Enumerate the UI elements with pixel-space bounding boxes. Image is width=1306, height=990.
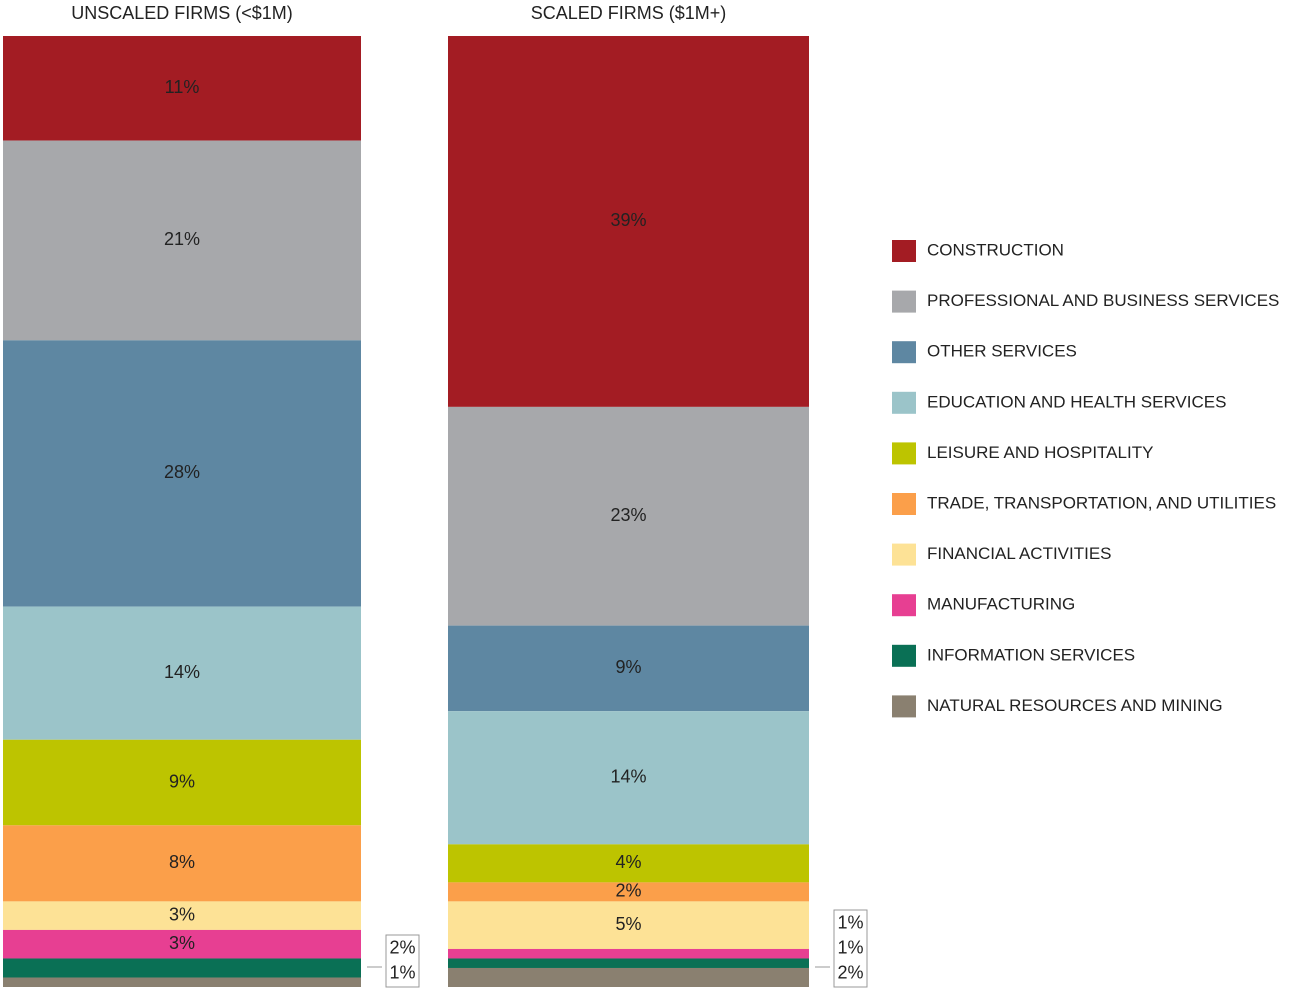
bar-segment bbox=[3, 901, 361, 930]
value-label: 28% bbox=[164, 462, 200, 482]
legend-label: NATURAL RESOURCES AND MINING bbox=[927, 696, 1223, 715]
bar-segment bbox=[3, 958, 361, 978]
bar-segment bbox=[448, 625, 809, 712]
legend-label: CONSTRUCTION bbox=[927, 240, 1064, 259]
value-label: 8% bbox=[169, 852, 195, 872]
value-label: 3% bbox=[169, 904, 195, 924]
legend-label: EDUCATION AND HEALTH SERVICES bbox=[927, 392, 1226, 411]
legend-label: FINANCIAL ACTIVITIES bbox=[927, 544, 1112, 563]
value-label: 9% bbox=[169, 771, 195, 791]
bar-segment bbox=[448, 948, 809, 959]
bar-segment bbox=[448, 901, 809, 949]
bar-segment bbox=[3, 739, 361, 826]
value-label: 2% bbox=[615, 881, 641, 901]
legend-label: LEISURE AND HOSPITALITY bbox=[927, 443, 1153, 462]
column-title: SCALED FIRMS ($1M+) bbox=[531, 3, 727, 23]
value-label: 1% bbox=[389, 962, 415, 982]
bar-segment bbox=[448, 882, 809, 902]
bar-segment bbox=[448, 36, 809, 407]
legend-swatch bbox=[892, 695, 916, 718]
bar-segment bbox=[3, 606, 361, 740]
legend-swatch bbox=[892, 290, 916, 313]
bar-segment bbox=[448, 406, 809, 626]
legend-swatch bbox=[892, 240, 916, 262]
legend-swatch bbox=[892, 543, 916, 566]
bar-segment bbox=[3, 929, 361, 959]
bar-segment bbox=[448, 958, 809, 968]
legend-swatch bbox=[892, 442, 916, 465]
callout-box bbox=[833, 909, 868, 988]
bar-segment bbox=[448, 711, 809, 845]
value-label: 21% bbox=[164, 229, 200, 249]
value-label: 1% bbox=[837, 937, 863, 957]
value-label: 4% bbox=[615, 852, 641, 872]
value-label: 39% bbox=[610, 210, 646, 230]
legend-label: TRADE, TRANSPORTATION, AND UTILITIES bbox=[927, 493, 1276, 512]
value-label: 11% bbox=[165, 77, 200, 97]
legend-label: PROFESSIONAL AND BUSINESS SERVICES bbox=[927, 291, 1279, 310]
column-title: UNSCALED FIRMS (<$1M) bbox=[71, 3, 293, 23]
bar-segment bbox=[3, 825, 361, 902]
value-label: 1% bbox=[837, 912, 863, 932]
legend-swatch bbox=[892, 341, 916, 364]
value-label: 5% bbox=[615, 914, 641, 934]
bar-segment bbox=[3, 340, 361, 607]
callout-box bbox=[385, 934, 420, 988]
bar-segment bbox=[448, 967, 809, 987]
value-label: 3% bbox=[169, 933, 195, 953]
legend-label: INFORMATION SERVICES bbox=[927, 645, 1135, 664]
value-label: 9% bbox=[615, 657, 641, 677]
legend-label: OTHER SERVICES bbox=[927, 342, 1077, 361]
legend-swatch bbox=[892, 594, 916, 617]
legend-label: MANUFACTURING bbox=[927, 595, 1075, 614]
value-label: 2% bbox=[837, 962, 863, 982]
bar-segment bbox=[3, 36, 361, 141]
legend-swatch bbox=[892, 644, 916, 667]
bar-segment bbox=[3, 140, 361, 341]
legend-swatch bbox=[892, 391, 916, 414]
value-label: 23% bbox=[610, 505, 646, 525]
value-label: 14% bbox=[164, 662, 200, 682]
bar-segment bbox=[448, 844, 809, 883]
value-label: 2% bbox=[389, 937, 415, 957]
legend-swatch bbox=[892, 493, 916, 515]
bar-segment bbox=[3, 977, 361, 987]
value-label: 14% bbox=[610, 767, 646, 787]
